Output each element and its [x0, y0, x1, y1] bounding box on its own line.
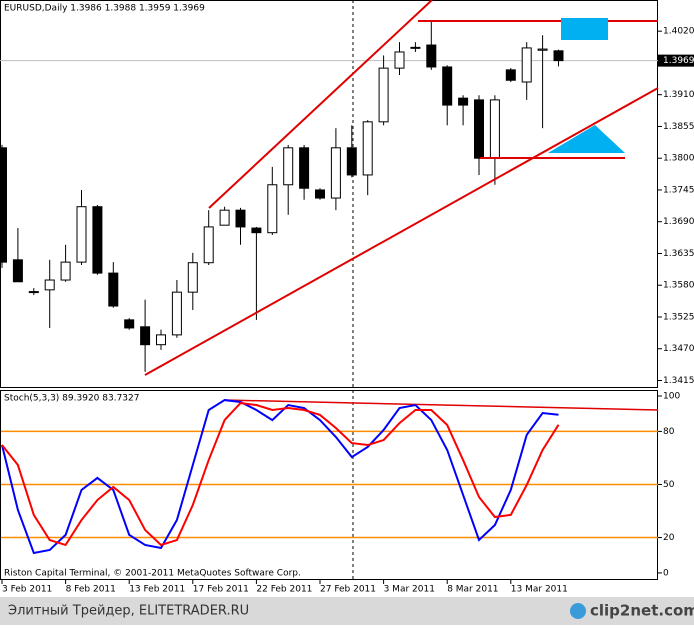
logo-icon — [570, 603, 586, 619]
x-tick-label: 3 Feb 2011 — [2, 585, 52, 595]
drawn-objects — [144, 0, 659, 411]
candle-body — [458, 97, 469, 106]
candle-body — [410, 46, 421, 49]
x-tick-label: 8 Feb 2011 — [66, 585, 116, 595]
target-box — [561, 18, 608, 40]
y-tick-label: 1.3470 — [663, 344, 694, 354]
y-tick-label: 100 — [663, 392, 680, 402]
candle-body — [124, 319, 135, 329]
x-tick-label: 17 Feb 2011 — [193, 585, 249, 595]
candle-body — [12, 259, 23, 283]
candle-body — [330, 147, 341, 199]
stoch-line — [1, 402, 560, 547]
candle-body — [108, 272, 119, 307]
logo[interactable]: clip2net.com — [590, 602, 694, 620]
candle-body — [315, 189, 325, 199]
candle-body — [474, 99, 484, 159]
candle-body — [92, 206, 103, 274]
main-title: EURUSD,Daily 1.3986 1.3988 1.3959 1.3969 — [4, 4, 205, 14]
candle-body — [489, 99, 500, 159]
y-tick-label: 20 — [663, 533, 675, 543]
stoch-title: Stoch(5,3,3) 89.3920 83.7327 — [4, 394, 139, 404]
y-tick-label: 1.3745 — [663, 185, 694, 195]
candle-body — [283, 147, 294, 186]
candle-body — [299, 147, 310, 189]
candle-body — [28, 291, 39, 294]
candle-body — [426, 44, 437, 68]
stoch-line — [1, 399, 559, 555]
x-tick-label: 8 Mar 2011 — [447, 585, 498, 595]
candle-body — [44, 279, 55, 291]
candle-body — [156, 334, 166, 346]
y-tick-label: 80 — [663, 427, 675, 437]
y-tick-label: 1.3690 — [663, 217, 694, 227]
target-triangle — [548, 125, 625, 153]
candle-body — [442, 66, 453, 106]
candle-body — [235, 209, 246, 228]
candle-body — [267, 184, 278, 234]
y-tick-label: 0 — [663, 568, 669, 578]
candle-body — [378, 67, 389, 123]
y-tick-label: 1.3525 — [663, 312, 694, 322]
y-tick-label: 1.3910 — [663, 90, 694, 100]
x-tick-label: 22 Feb 2011 — [256, 585, 312, 595]
candle-body — [171, 291, 182, 336]
current-price-label: 1.3969 — [663, 56, 694, 66]
current-price-box — [658, 54, 694, 67]
x-tick-label: 27 Feb 2011 — [320, 585, 376, 595]
candle-body — [394, 51, 405, 69]
candle-body — [60, 261, 71, 281]
candle-body — [251, 227, 262, 234]
y-tick-label: 1.3800 — [663, 154, 694, 164]
y-tick-label: 1.3635 — [663, 249, 694, 259]
y-tick-label: 50 — [663, 480, 675, 490]
candle-body — [140, 326, 151, 346]
trend-line — [144, 87, 659, 376]
candle-body — [76, 206, 87, 263]
candle-body — [537, 48, 548, 51]
x-tick-label: 3 Mar 2011 — [384, 585, 435, 595]
candle-body — [0, 147, 7, 263]
y-tick-label: 1.3580 — [663, 281, 694, 291]
y-tick-label: 1.4020 — [663, 27, 694, 37]
y-tick-label: 1.3415 — [663, 376, 694, 386]
candle-body — [219, 209, 230, 226]
candle-body — [203, 226, 214, 264]
x-tick-label: 13 Mar 2011 — [511, 585, 568, 595]
trend-line — [208, 0, 433, 209]
candle-body — [553, 50, 564, 62]
watermark: Элитный Трейдер, ELITETRADER.RU — [8, 604, 249, 619]
candle-body — [505, 69, 516, 81]
annotation: Riston Capital Terminal, © 2001-2011 Met… — [4, 569, 301, 579]
candle-body — [346, 147, 357, 176]
x-tick-label: 13 Feb 2011 — [129, 585, 185, 595]
y-tick-label: 1.3855 — [663, 122, 694, 132]
stoch-trend-line — [224, 399, 659, 411]
candle-body — [187, 262, 198, 293]
candle-body — [521, 47, 532, 83]
candle-body — [362, 121, 373, 176]
